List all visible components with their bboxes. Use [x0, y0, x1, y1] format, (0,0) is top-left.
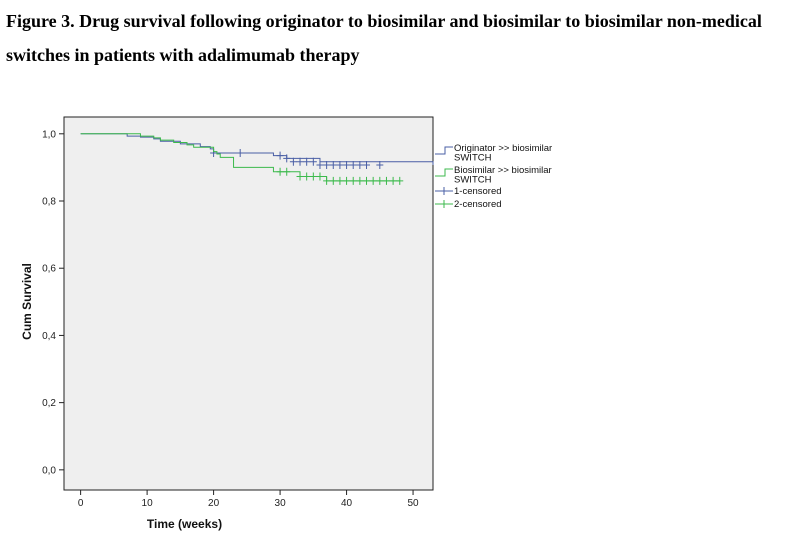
censor-mark-1 [323, 161, 331, 170]
censor-mark-2 [323, 176, 331, 185]
y-tick-label: 0,8 [42, 197, 56, 208]
legend-label: 1-censored [454, 186, 502, 197]
censor-mark-1 [296, 157, 304, 166]
censor-mark-2 [349, 176, 357, 185]
censor-mark-1 [329, 161, 337, 170]
x-tick-label: 40 [341, 498, 353, 509]
legend-label: SWITCH [454, 153, 492, 164]
censor-mark-2 [283, 167, 291, 176]
censor-mark-1 [376, 161, 384, 170]
y-axis-title: Cum Survival [20, 263, 34, 340]
censor-mark-1 [349, 161, 357, 170]
censor-mark-1 [343, 161, 351, 170]
figure-caption: Figure 3. Drug survival following origin… [6, 11, 762, 65]
censor-mark-2 [303, 172, 311, 181]
x-tick-label: 10 [142, 498, 154, 509]
y-tick-label: 0,4 [42, 331, 56, 342]
legend-step-swatch [435, 146, 453, 155]
censor-mark-2 [276, 167, 284, 176]
censor-mark-1 [336, 161, 344, 170]
y-tick-label: 1,0 [42, 129, 56, 140]
y-tick-label: 0,6 [42, 264, 56, 275]
censor-mark-2 [396, 176, 404, 185]
y-tick-label: 0,0 [42, 465, 56, 476]
censor-mark-2 [382, 176, 390, 185]
censor-mark-1 [356, 161, 364, 170]
x-tick-label: 20 [208, 498, 220, 509]
censor-mark-2 [336, 176, 344, 185]
y-axis: 0,0 0,2 0,4 0,6 0,8 1,0 [42, 129, 64, 476]
legend-label: Biosimilar >> biosimilar [454, 165, 552, 176]
censor-mark-1 [283, 154, 291, 163]
series-layer [80, 133, 434, 185]
censor-mark-1 [363, 161, 371, 170]
censor-mark-1 [289, 157, 297, 166]
censor-mark-2 [309, 172, 317, 181]
x-tick-label: 50 [407, 498, 419, 509]
censor-mark-2 [329, 176, 337, 185]
censor-mark-2 [356, 176, 364, 185]
censor-mark-2 [343, 176, 351, 185]
censor-mark-1 [309, 157, 317, 166]
legend-label: SWITCH [454, 175, 492, 186]
x-tick-label: 0 [78, 498, 84, 509]
censor-mark-2 [363, 176, 371, 185]
censor-mark-2 [389, 176, 397, 185]
y-tick-label: 0,2 [42, 398, 56, 409]
x-tick-label: 30 [275, 498, 287, 509]
censor-mark-2 [296, 172, 304, 181]
censor-mark-1 [236, 148, 244, 157]
legend-label: Originator >> biosimilar [454, 143, 552, 154]
legend: Originator >> biosimilarSWITCHBiosimilar… [435, 143, 552, 210]
censor-mark-1 [276, 151, 284, 160]
censor-mark-2 [369, 176, 377, 185]
x-axis-title: Time (weeks) [147, 517, 222, 531]
legend-label: 2-censored [454, 199, 502, 210]
x-axis: 0 10 20 30 40 50 [78, 490, 419, 509]
legend-censor-swatch [435, 187, 453, 195]
legend-censor-swatch [435, 200, 453, 208]
censor-mark-2 [376, 176, 384, 185]
plot-background [63, 116, 434, 491]
censor-mark-1 [316, 161, 324, 170]
legend-step-swatch [435, 168, 453, 177]
censor-mark-2 [316, 172, 324, 181]
censor-mark-1 [303, 157, 311, 166]
